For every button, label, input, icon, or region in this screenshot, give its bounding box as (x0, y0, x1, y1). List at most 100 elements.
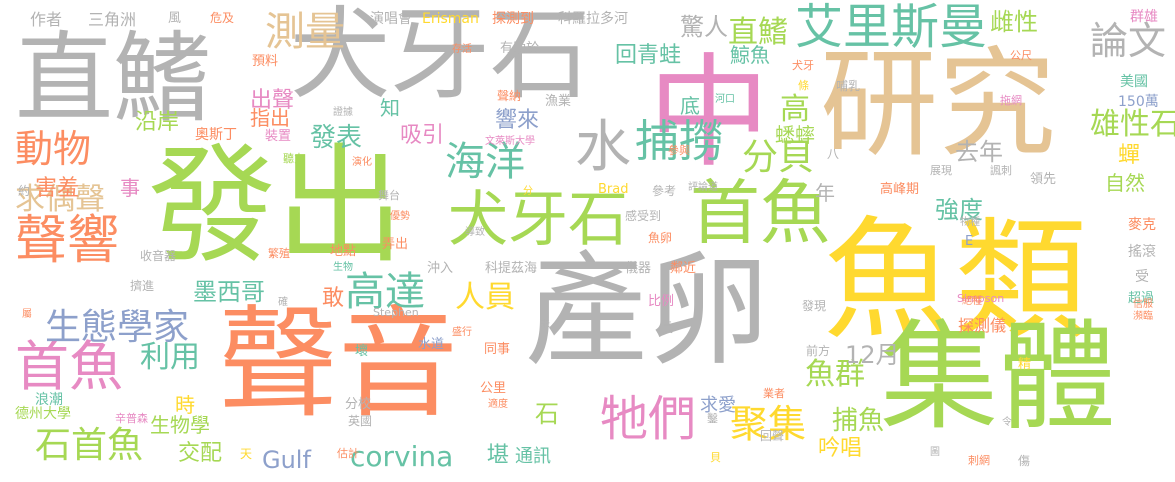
word: 文萊斯大學 (485, 136, 535, 147)
word: 長 (660, 321, 674, 336)
word: 繁殖 (268, 247, 290, 260)
word: 強度 (935, 196, 983, 224)
word: 展現 (930, 164, 952, 177)
word: 直鰭 (728, 15, 788, 50)
word: 英國 (348, 414, 373, 428)
word: 研究 (820, 35, 1057, 173)
word: 領先 (1030, 172, 1057, 187)
word: 諷刺 (990, 164, 1012, 177)
word: 測量 (265, 9, 345, 55)
word: 盛行 (452, 327, 472, 338)
word: 公尺 (1010, 49, 1032, 62)
word: 高 (780, 92, 810, 127)
word: 風 (168, 11, 182, 26)
word: 物種 (960, 217, 980, 228)
word: 沿岸 (135, 110, 180, 135)
word: 搖滾 (1128, 244, 1156, 260)
word: 刺網 (968, 454, 990, 467)
word: 條 (798, 79, 809, 92)
word: 發現 (802, 299, 827, 313)
word: 直鰭 (15, 22, 212, 136)
word: 蟬 (1118, 143, 1141, 168)
word: 出聲 (250, 88, 295, 113)
word: 參考 (652, 184, 677, 198)
word: 通訊 (515, 446, 551, 467)
word: 雌性 (990, 8, 1038, 36)
word: 蟋蟀 (775, 123, 815, 147)
word: 魚卵 (648, 231, 673, 245)
word: 捕魚 (832, 406, 885, 436)
word: 科羅拉多河 (558, 11, 628, 27)
word: 壞 (355, 344, 369, 359)
word: 奧斯丁 (195, 127, 237, 143)
word: 人員 (455, 280, 515, 315)
word: 石首魚 (35, 425, 144, 466)
word: 估計 (337, 447, 359, 460)
word: 令 (1002, 417, 1012, 428)
word: 回聲 (760, 429, 785, 443)
word: 演化 (352, 157, 372, 168)
word: 麥克 (1128, 217, 1156, 233)
word: 自然 (1105, 171, 1145, 195)
word: 適度 (488, 399, 508, 410)
word: 三角洲 (88, 10, 137, 29)
word: 利用 (140, 340, 200, 375)
word: 精 (1018, 357, 1032, 372)
word: 作者 (30, 10, 63, 29)
word: 分 (523, 186, 533, 197)
word: 圖 (930, 447, 940, 458)
word: 墨西哥 (193, 278, 265, 306)
word: 存活 (452, 44, 472, 55)
word: 論文 (1090, 19, 1167, 63)
word: 12月 (845, 341, 900, 369)
word: 交配 (178, 441, 223, 466)
word: 高達 (345, 269, 425, 315)
word: 拖網 (1000, 94, 1022, 107)
word: 傷 (1018, 454, 1031, 468)
word: 求愛 (700, 395, 736, 416)
word: 發表 (310, 123, 363, 153)
word: 生物學 (150, 413, 210, 437)
word: 捕撈 (635, 116, 723, 167)
word: 事 (120, 176, 140, 200)
word: 鑿 (707, 412, 718, 425)
word: 水 (575, 115, 631, 180)
word: 發出 (148, 132, 405, 281)
word: 絕種 (962, 296, 982, 307)
word: 貝 (710, 451, 721, 464)
word: 河口 (715, 94, 735, 105)
word: 受 (1135, 269, 1149, 285)
word: 知 (380, 96, 400, 120)
word: 天 (240, 447, 253, 461)
word: 吟唱 (818, 436, 863, 461)
word: 時 (175, 393, 195, 417)
word: 指出 (250, 106, 290, 130)
word: E (965, 234, 974, 249)
word: 屬 (22, 309, 32, 320)
word: 感受到 (625, 209, 662, 223)
word: 擠進 (130, 279, 155, 293)
word: 確 (278, 297, 288, 308)
word: 同事 (484, 342, 511, 357)
word: 證據 (333, 107, 353, 118)
word: 漁業 (545, 94, 572, 109)
word: 危及 (210, 11, 235, 25)
word: Gulf (262, 446, 311, 474)
word: 年 (815, 181, 835, 205)
word: 生態學家 (45, 307, 190, 348)
word: 地點 (330, 244, 357, 259)
word: 艾里斯曼 (795, 0, 988, 55)
word: 沖入 (427, 261, 454, 276)
word: 犬牙石 (448, 185, 628, 255)
word: 首魚 (690, 172, 830, 254)
word: 鄰近 (670, 261, 697, 276)
word: 弄出 (382, 237, 409, 252)
word: 害羞 (35, 176, 80, 201)
word: 超過 (1128, 291, 1155, 306)
word: 魚群 (805, 357, 865, 392)
word: 探測到 (492, 11, 534, 27)
word: 比例 (648, 294, 675, 309)
word: 水道 (418, 337, 445, 352)
word: 業者 (763, 387, 785, 400)
